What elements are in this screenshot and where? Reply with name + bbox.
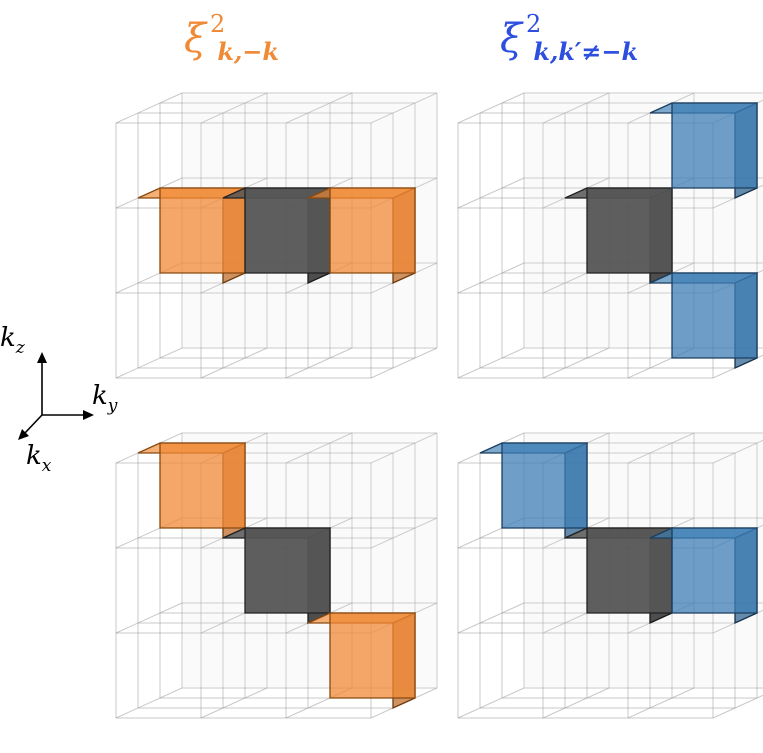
center-cube <box>564 186 673 285</box>
panel-bottom-right <box>457 432 763 719</box>
center-cube <box>222 186 331 285</box>
axis-y-base: k <box>92 381 108 411</box>
grid-line-44 <box>370 347 438 379</box>
title-right-sup: 2 <box>526 10 541 38</box>
panel-bottom-left <box>115 432 438 719</box>
center-cube <box>222 526 331 625</box>
highlight-cube-1 <box>307 611 416 710</box>
title-left-sup: 2 <box>210 10 225 38</box>
axis-y-label: ky <box>92 381 118 416</box>
panel-top-left <box>115 92 438 379</box>
highlight-cube-1 <box>649 271 758 370</box>
title-right: ξ 2 k,k′≠−k <box>500 10 638 66</box>
grid-line-46 <box>370 517 438 549</box>
grid-line-36 <box>542 347 610 379</box>
grid-line-40 <box>285 347 353 379</box>
axis-z-sub: z <box>15 338 26 358</box>
grid-line-47 <box>370 92 438 124</box>
axis-y-arrowhead <box>83 410 94 420</box>
axis-x-base: k <box>26 441 42 471</box>
axis-z-base: k <box>0 323 16 353</box>
panel-top-right <box>457 92 763 379</box>
highlight-cube-0-front-face <box>159 187 246 274</box>
axis-z-label: kz <box>0 323 26 358</box>
grid-line-36 <box>542 687 610 719</box>
grid-line-36 <box>200 347 268 379</box>
title-right-base: ξ <box>500 16 524 62</box>
highlight-cube-1 <box>307 186 416 285</box>
axis-x-line <box>23 414 43 435</box>
title-right-sub: k,k′≠−k <box>533 37 638 66</box>
axis-triad: kz ky kx <box>0 323 118 476</box>
grid-line-34 <box>457 177 525 209</box>
axis-z-arrowhead <box>37 352 47 363</box>
grid-line-32 <box>457 347 525 379</box>
grid-line-35 <box>115 92 183 124</box>
axis-x-arrowhead <box>18 429 29 440</box>
grid-line-40 <box>627 687 695 719</box>
grid-line-39 <box>200 92 268 124</box>
grid-line-43 <box>627 432 695 464</box>
axis-x-sub: x <box>42 456 52 476</box>
highlight-cube-0-front-face <box>671 102 758 189</box>
grid-line-47 <box>712 439 763 464</box>
highlight-cube-1 <box>649 526 758 625</box>
highlight-cube-0-front-face <box>501 442 588 529</box>
axis-x-label: kx <box>26 441 52 476</box>
grid-line-33 <box>457 262 525 294</box>
highlight-cube-1-front-face <box>329 187 416 274</box>
grid-line-44 <box>712 694 763 719</box>
grid-line-43 <box>285 432 353 464</box>
highlight-cube-1-front-face <box>329 612 416 699</box>
grid-line-36 <box>200 687 268 719</box>
center-cube-front-face <box>244 527 331 614</box>
center-cube-front-face <box>244 187 331 274</box>
highlight-cube-0 <box>649 101 758 200</box>
grid-line-33 <box>457 602 525 634</box>
title-left-sub: k,−k <box>217 37 279 66</box>
axis-y-sub: y <box>107 396 118 416</box>
grid-line-33 <box>115 602 183 634</box>
grid-line-35 <box>457 92 525 124</box>
highlight-cube-0 <box>137 186 246 285</box>
grid-line-47 <box>370 432 438 464</box>
grid-line-39 <box>542 92 610 124</box>
grid-line-32 <box>115 347 183 379</box>
title-left-base: ξ <box>184 16 208 62</box>
center-cube-front-face <box>586 527 673 614</box>
highlight-cube-1-front-face <box>671 527 758 614</box>
highlight-cube-0 <box>137 441 246 540</box>
title-left: ξ 2 k,−k <box>184 10 279 66</box>
highlight-cube-0 <box>479 441 588 540</box>
highlight-cube-0-front-face <box>159 442 246 529</box>
grid-line-32 <box>115 687 183 719</box>
grid-line-43 <box>285 92 353 124</box>
highlight-cube-1-front-face <box>671 272 758 359</box>
grid-line-32 <box>457 687 525 719</box>
center-cube-front-face <box>586 187 673 274</box>
